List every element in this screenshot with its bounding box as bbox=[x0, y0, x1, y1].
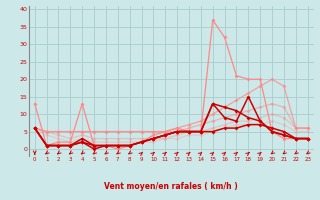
X-axis label: Vent moyen/en rafales ( km/h ): Vent moyen/en rafales ( km/h ) bbox=[104, 182, 238, 191]
